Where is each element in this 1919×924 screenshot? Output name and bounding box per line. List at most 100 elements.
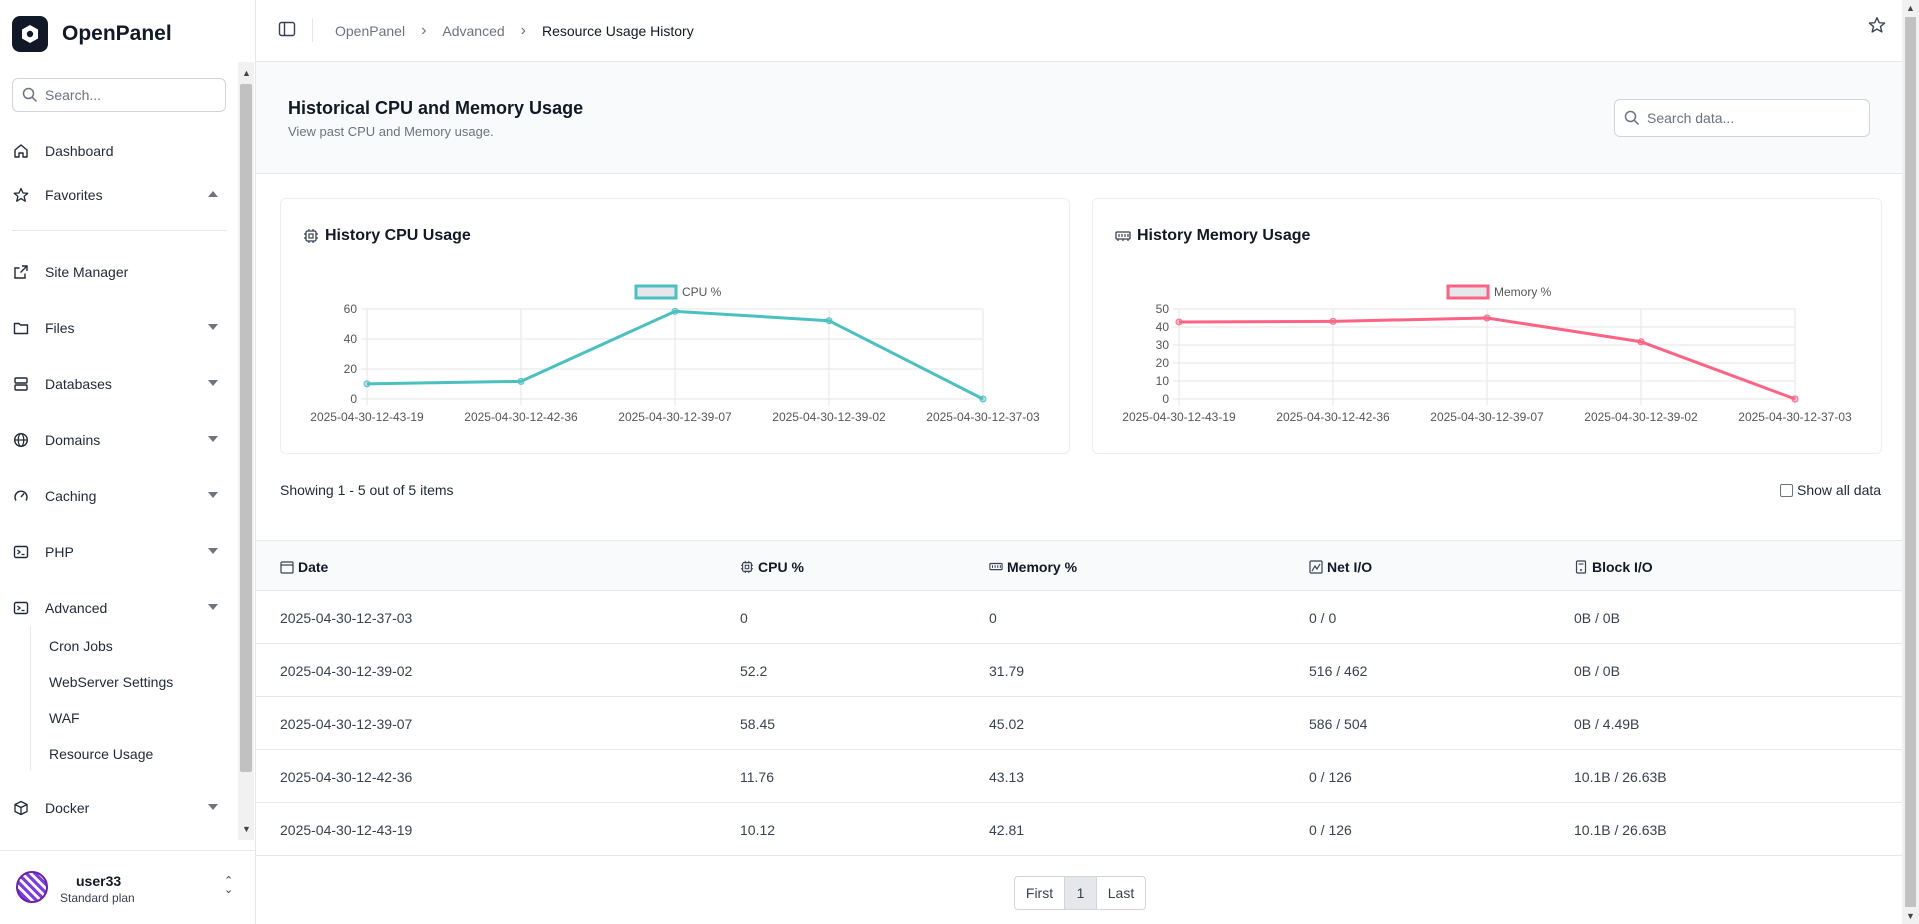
sidebar-scrollbar[interactable]: ▲ ▼	[238, 62, 254, 840]
brand-name: OpenPanel	[62, 22, 172, 45]
data-point	[979, 395, 987, 403]
x-tick-label: 2025-04-30-12-42-36	[1276, 410, 1390, 424]
chevron-up-icon	[208, 191, 218, 197]
cpu-icon	[303, 228, 319, 244]
cell-date: 2025-04-30-12-43-19	[280, 822, 413, 838]
chevron-down-icon	[208, 548, 218, 554]
chevron-down-icon	[208, 324, 218, 330]
series-line	[366, 309, 984, 401]
memory-icon	[989, 560, 1003, 574]
cell-net-io: 0 / 126	[1309, 822, 1352, 838]
sidebar-item-docker[interactable]: Docker	[12, 793, 222, 823]
brand[interactable]: OpenPanel	[12, 16, 172, 52]
page-header: Historical CPU and Memory Usage View pas…	[256, 62, 1902, 174]
column-header-label: Block I/O	[1592, 559, 1653, 575]
sidebar-item-label: Dashboard	[45, 143, 114, 159]
sidebar: OpenPanel Dashboard Favorites Site Manag…	[0, 0, 256, 924]
column-header-memory[interactable]: Memory %	[989, 559, 1077, 575]
scroll-up-icon[interactable]: ▲	[1906, 3, 1915, 13]
breadcrumb-openpanel[interactable]: OpenPanel	[335, 23, 406, 39]
sidebar-item-label: Caching	[45, 488, 97, 504]
page-scrollbar[interactable]: ▲ ▼	[1902, 0, 1919, 924]
cell-block-io: 10.1B / 26.63B	[1574, 769, 1667, 785]
cell-cpu: 52.2	[740, 663, 768, 679]
column-header-date[interactable]: Date	[280, 559, 328, 575]
breadcrumb-advanced[interactable]: Advanced	[442, 23, 505, 39]
column-header-cpu[interactable]: CPU %	[740, 559, 804, 575]
data-point	[517, 377, 525, 385]
page-subtitle: View past CPU and Memory usage.	[288, 124, 494, 139]
sidebar-search[interactable]	[12, 78, 226, 112]
x-tick-label: 2025-04-30-12-37-03	[926, 410, 1040, 424]
user-menu[interactable]: user33 Standard plan ⌃ ⌄	[0, 850, 256, 924]
data-point	[671, 307, 679, 315]
cell-cpu: 10.12	[740, 822, 776, 838]
database-icon	[12, 375, 30, 393]
sidebar-scrollbar-thumb[interactable]	[240, 84, 252, 772]
column-header-label: Net I/O	[1327, 559, 1373, 575]
table-row[interactable]: 2025-04-30-12-37-03 0 0 0 / 0 0B / 0B	[256, 591, 1902, 644]
table-row[interactable]: 2025-04-30-12-39-07 58.45 45.02 586 / 50…	[256, 697, 1902, 750]
user-name: user33	[76, 873, 122, 889]
favorite-star-icon[interactable]	[1868, 16, 1886, 37]
memory-card-title-text: History Memory Usage	[1137, 227, 1311, 244]
x-tick-label: 2025-04-30-12-42-36	[464, 410, 578, 424]
column-header-net-io[interactable]: Net I/O	[1309, 559, 1372, 575]
scroll-up-icon[interactable]: ▲	[242, 68, 251, 78]
table-row[interactable]: 2025-04-30-12-42-36 11.76 43.13 0 / 126 …	[256, 750, 1902, 803]
chevron-up-down-icon[interactable]: ⌃ ⌄	[224, 875, 234, 896]
y-tick-label: 30	[1156, 338, 1170, 352]
memory-line-chart: Memory % 0 10 20 30 40 50 2025-04-30-12-43-19 20…	[1122, 284, 1852, 424]
sidebar-item-php[interactable]: PHP	[12, 537, 222, 567]
x-tick-label: 2025-04-30-12-39-07	[1430, 410, 1544, 424]
x-tick-label: 2025-04-30-12-43-19	[1122, 410, 1236, 424]
scroll-down-icon[interactable]: ▼	[1906, 911, 1915, 921]
sidebar-item-files[interactable]: Files	[12, 313, 222, 343]
column-header-block-io[interactable]: Block I/O	[1574, 559, 1653, 575]
page-scrollbar-thumb[interactable]	[1905, 17, 1916, 907]
sidebar-item-site-manager[interactable]: Site Manager	[12, 257, 222, 287]
user-plan: Standard plan	[60, 891, 135, 905]
subnav-item-waf[interactable]: WAF	[49, 710, 80, 726]
sidebar-item-label: Domains	[45, 432, 101, 448]
series-line	[1178, 316, 1796, 401]
show-all-toggle[interactable]: Show all data	[1780, 482, 1881, 498]
cell-block-io: 0B / 0B	[1574, 610, 1620, 626]
table-row[interactable]: 2025-04-30-12-43-19 10.12 42.81 0 / 126 …	[256, 803, 1902, 856]
pagination-page-1[interactable]: 1	[1065, 877, 1097, 909]
show-all-label: Show all data	[1797, 482, 1882, 498]
data-point	[1329, 317, 1337, 325]
subnav-item-webserver-settings[interactable]: WebServer Settings	[49, 674, 174, 690]
sidebar-item-label: Favorites	[45, 187, 103, 203]
network-icon	[1309, 560, 1323, 574]
sidebar-item-advanced[interactable]: Advanced	[12, 593, 222, 623]
legend-label: Memory %	[1494, 285, 1552, 299]
sidebar-item-caching[interactable]: Caching	[12, 481, 222, 511]
y-tick-label: 10	[1156, 374, 1170, 388]
subnav-item-resource-usage[interactable]: Resource Usage	[49, 746, 154, 762]
cell-cpu: 11.76	[740, 769, 774, 785]
y-tick-label: 0	[1162, 392, 1169, 406]
cpu-line-chart: CPU % 0 20 40 60 2025-04-30-12-43-19 2025-04-3…	[310, 284, 1040, 424]
subnav-item-cron-jobs[interactable]: Cron Jobs	[49, 638, 113, 654]
data-search-input[interactable]	[1647, 110, 1857, 126]
column-header-label: Memory %	[1007, 559, 1078, 575]
show-all-checkbox[interactable]	[1780, 483, 1793, 497]
pagination-last-button[interactable]: Last	[1107, 885, 1135, 901]
sidebar-item-dashboard[interactable]: Dashboard	[12, 136, 222, 166]
cell-cpu: 58.45	[740, 716, 776, 732]
sidebar-item-favorites[interactable]: Favorites	[12, 180, 222, 210]
pagination-first-button[interactable]: First	[1015, 877, 1065, 909]
table-row[interactable]: 2025-04-30-12-39-02 52.2 31.79 516 / 462…	[256, 644, 1902, 697]
column-header-label: Date	[298, 559, 329, 575]
memory-card-title: History Memory Usage	[1115, 227, 1310, 245]
sidebar-item-databases[interactable]: Databases	[12, 369, 222, 399]
sidebar-search-input[interactable]	[45, 87, 215, 103]
advanced-subnav: Cron Jobs WebServer Settings WAF Resourc…	[30, 626, 220, 770]
sidebar-toggle-icon[interactable]	[278, 20, 296, 41]
scroll-down-icon[interactable]: ▼	[242, 824, 251, 834]
data-search[interactable]	[1614, 99, 1870, 137]
x-tick-label: 2025-04-30-12-39-02	[772, 410, 886, 424]
sidebar-item-domains[interactable]: Domains	[12, 425, 222, 455]
cell-date: 2025-04-30-12-39-07	[280, 716, 413, 732]
